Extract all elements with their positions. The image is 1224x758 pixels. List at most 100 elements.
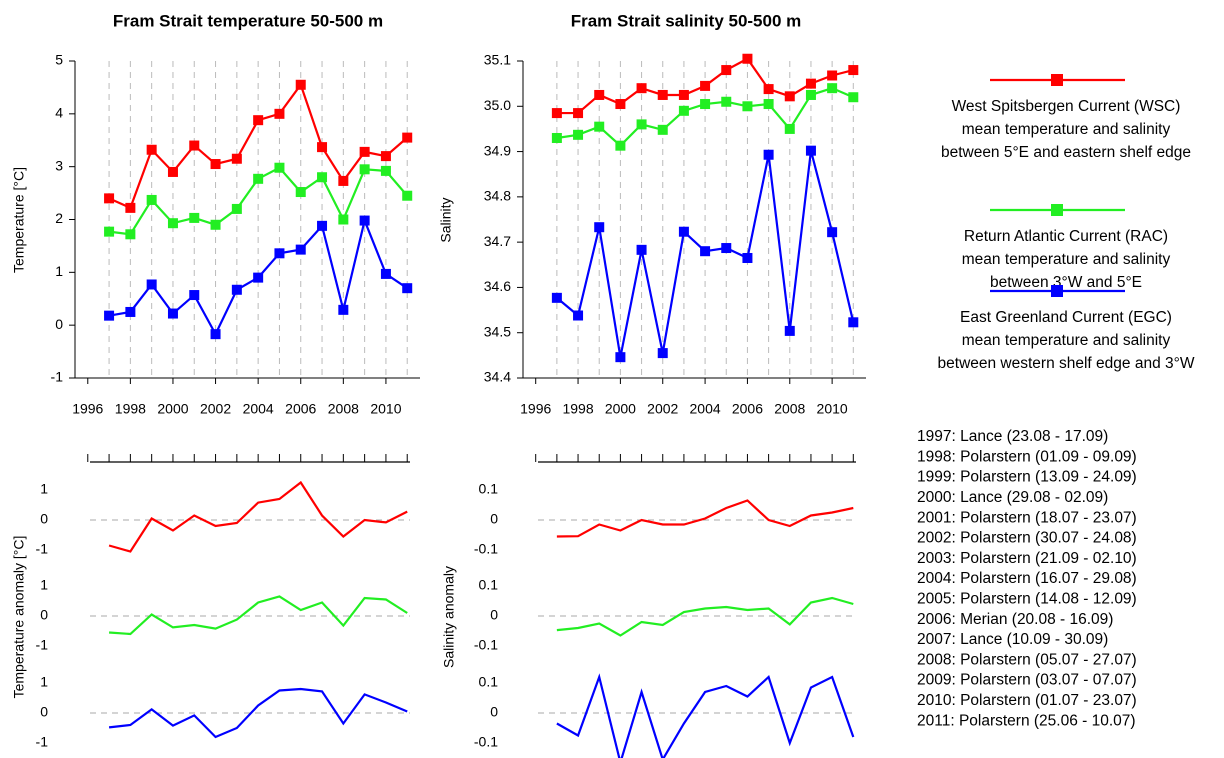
- point-marker: [678, 226, 689, 237]
- y-tick-label: 3: [55, 157, 63, 173]
- cruise-entry: 2010: Polarstern (01.07 - 23.07): [917, 692, 1137, 709]
- cruise-entry: 2006: Merian (20.08 - 16.09): [917, 611, 1113, 628]
- legend-description: between 3°W and 5°E: [990, 274, 1142, 291]
- point-marker: [210, 219, 221, 230]
- y-tick-label: 1: [55, 263, 63, 279]
- x-tick-label: 1998: [562, 401, 593, 417]
- point-marker: [573, 310, 584, 321]
- point-marker: [338, 214, 349, 225]
- point-marker: [146, 144, 157, 155]
- x-tick-label: 2002: [647, 401, 678, 417]
- point-marker: [402, 283, 413, 294]
- legend-description: between western shelf edge and 3°W: [938, 355, 1195, 372]
- x-tick-label: 2010: [370, 401, 401, 417]
- point-marker: [551, 108, 562, 119]
- x-tick-label: 2008: [774, 401, 805, 417]
- point-marker: [167, 166, 178, 177]
- series-line: [108, 480, 408, 553]
- point-marker: [295, 79, 306, 90]
- cruise-entry: 1997: Lance (23.08 - 17.09): [917, 428, 1108, 445]
- series-line: [556, 673, 855, 758]
- y-tick-label: 34.7: [484, 233, 511, 249]
- point-marker: [700, 246, 711, 257]
- point-marker: [295, 187, 306, 198]
- point-marker: [615, 140, 626, 151]
- y-tick-label: -0.1: [474, 637, 498, 653]
- point-marker: [189, 212, 200, 223]
- y-tick-label: 0: [490, 704, 498, 720]
- y-tick-label: 34.9: [484, 142, 511, 158]
- point-marker: [636, 119, 647, 130]
- y-tick-label: 34.5: [484, 323, 511, 339]
- y-tick-label: 1: [40, 481, 48, 497]
- x-tick-label: 2010: [817, 401, 848, 417]
- y-tick-label: 0: [40, 607, 48, 623]
- y-axis-label: Salinity: [438, 197, 454, 242]
- point-marker: [848, 65, 859, 76]
- panel: [556, 596, 854, 637]
- y-tick-label: 34.8: [484, 188, 511, 204]
- y-tick-label: -1: [36, 541, 49, 557]
- point-marker: [317, 220, 328, 231]
- cruise-entry: 2000: Lance (29.08 - 02.09): [917, 489, 1108, 506]
- point-marker: [827, 227, 838, 238]
- panel: [108, 480, 408, 553]
- point-marker: [573, 108, 584, 119]
- point-marker: [721, 96, 732, 107]
- point-marker: [594, 121, 605, 132]
- point-marker: [657, 124, 668, 135]
- y-tick-label: 0: [55, 316, 63, 332]
- y-axis-label: Temperature anomaly [°C]: [11, 536, 27, 699]
- y-tick-label: -1: [36, 637, 49, 653]
- panel: [108, 687, 408, 739]
- legend-description: mean temperature and salinity: [962, 332, 1171, 349]
- x-tick-label: 2006: [285, 401, 316, 417]
- point-marker: [189, 140, 200, 151]
- cruise-entry: 2003: Polarstern (21.09 - 02.10): [917, 550, 1137, 567]
- point-marker: [125, 306, 136, 317]
- y-tick-label: 1: [40, 577, 48, 593]
- x-tick-label: 1996: [520, 401, 551, 417]
- point-marker: [359, 215, 370, 226]
- x-tick-label: 2004: [243, 401, 274, 417]
- x-tick-label: 2004: [690, 401, 721, 417]
- point-marker: [678, 89, 689, 100]
- cruise-entry: 2007: Lance (10.09 - 30.09): [917, 631, 1108, 648]
- point-marker: [338, 304, 349, 315]
- point-marker: [742, 101, 753, 112]
- point-marker: [359, 146, 370, 157]
- legend-label: West Spitsbergen Current (WSC): [952, 98, 1181, 115]
- y-tick-label: -1: [36, 734, 49, 750]
- legend-description: mean temperature and salinity: [962, 251, 1171, 268]
- x-tick-label: 1996: [72, 401, 103, 417]
- point-marker: [805, 145, 816, 156]
- point-marker: [125, 229, 136, 240]
- point-marker: [678, 105, 689, 116]
- point-marker: [636, 244, 647, 255]
- panel: [108, 595, 408, 636]
- y-tick-label: 0.1: [479, 674, 499, 690]
- panel: [556, 499, 854, 538]
- point-marker: [657, 89, 668, 100]
- y-tick-label: 34.4: [484, 369, 511, 385]
- point-marker: [848, 317, 859, 328]
- y-tick-label: -1: [51, 369, 64, 385]
- x-tick-label: 2006: [732, 401, 763, 417]
- cruise-entry: 2005: Polarstern (14.08 - 12.09): [917, 590, 1137, 607]
- point-marker: [636, 83, 647, 94]
- legend-marker: [1051, 204, 1063, 216]
- y-tick-label: 1: [40, 674, 48, 690]
- chart-title: Fram Strait salinity 50-500 m: [571, 11, 802, 30]
- y-tick-label: 4: [55, 105, 63, 121]
- cruise-entry: 2001: Polarstern (18.07 - 23.07): [917, 509, 1137, 526]
- point-marker: [231, 284, 242, 295]
- point-marker: [805, 89, 816, 100]
- y-tick-label: 0: [490, 607, 498, 623]
- legend-description: between 5°E and eastern shelf edge: [941, 144, 1191, 161]
- point-marker: [827, 83, 838, 94]
- point-marker: [380, 151, 391, 162]
- point-marker: [763, 149, 774, 160]
- point-marker: [125, 202, 136, 213]
- point-marker: [253, 115, 264, 126]
- cruise-entry: 2009: Polarstern (03.07 - 07.07): [917, 672, 1137, 689]
